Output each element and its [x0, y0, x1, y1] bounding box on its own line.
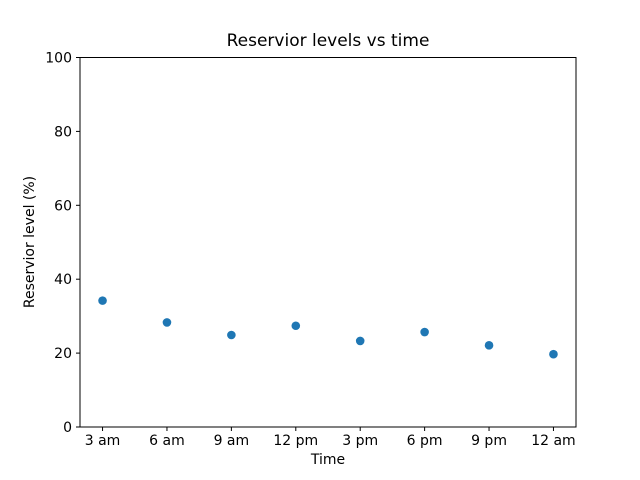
x-tick-label: 6 pm — [407, 433, 443, 449]
y-tick-label: 60 — [54, 198, 72, 214]
axes-frame — [79, 57, 577, 428]
data-point — [162, 318, 172, 327]
x-tick-label: 12 pm — [273, 433, 318, 449]
x-axis-label: Time — [310, 452, 346, 468]
x-tick-label: 12 am — [531, 433, 575, 449]
data-point — [291, 321, 301, 331]
data-point — [98, 296, 107, 305]
y-tick-label: 0 — [63, 420, 72, 436]
x-tick-label: 3 pm — [342, 433, 378, 449]
data-point — [355, 336, 365, 346]
data-point — [227, 330, 236, 340]
data-point — [484, 341, 494, 350]
x-tick-label: 6 am — [149, 433, 185, 449]
data-point — [549, 349, 558, 359]
y-tick-label: 40 — [54, 272, 72, 288]
data-point — [420, 327, 429, 337]
x-tick-label: 9 pm — [471, 433, 507, 449]
y-tick-label: 100 — [45, 51, 72, 67]
x-tick-label: 3 am — [85, 433, 121, 449]
x-tick-label: 9 am — [214, 433, 250, 449]
y-tick-label: 20 — [54, 346, 72, 362]
chart-title: Reservior levels vs time — [226, 31, 430, 51]
y-tick-label: 80 — [54, 124, 72, 140]
